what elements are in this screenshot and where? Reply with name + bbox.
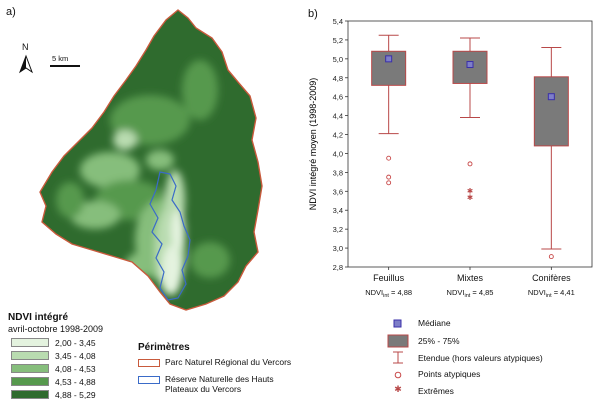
x-category-subtitle: NDVIint = 4,85 <box>447 288 494 299</box>
legend-label: 3,45 - 4,08 <box>55 350 96 361</box>
legend-swatch <box>11 351 49 360</box>
legend-label: 4,53 - 4,88 <box>55 376 96 387</box>
median-marker <box>547 93 555 101</box>
boxplot-legend-symbols: ✱ <box>387 319 409 394</box>
legend-whisker-label: Etendue (hors valeurs atypiques) <box>418 353 543 363</box>
y-tick-label: 4,4 <box>333 112 343 121</box>
outlier-point <box>386 155 392 161</box>
extreme-legend-icon: ✱ <box>394 384 402 394</box>
reserve-swatch <box>138 376 160 384</box>
y-tick-label: 3,4 <box>333 206 343 215</box>
perimetre-label-reserve: Réserve Naturelle des Hauts Plateaux du … <box>165 374 274 394</box>
panel-a-label: a) <box>6 6 16 18</box>
y-tick-label: 3,0 <box>333 244 343 253</box>
median-marker <box>466 61 474 69</box>
ndvi-map <box>18 9 263 311</box>
whisker-legend-icon <box>393 351 403 364</box>
legend-row: 4,88 - 5,29 <box>11 389 96 400</box>
legend-row: 4,08 - 4,53 <box>11 363 96 374</box>
legend-label: 4,08 - 4,53 <box>55 363 96 374</box>
x-category-subtitle: NDVIint = 4,88 <box>365 288 412 299</box>
y-tick-label: 2,8 <box>333 263 343 272</box>
extreme-point: ✱ <box>467 186 474 195</box>
legend-outlier-label: Points atypiques <box>418 369 481 379</box>
extreme-point: ✱ <box>467 193 474 202</box>
legend-swatch <box>11 364 49 373</box>
panel-b-label: b) <box>308 8 318 20</box>
legend-swatch <box>11 377 49 386</box>
iqr-box <box>533 76 569 147</box>
y-tick-label: 4,0 <box>333 149 343 158</box>
parc-swatch <box>138 359 160 367</box>
legend-row: 3,45 - 4,08 <box>11 350 96 361</box>
x-category-subtitle: NDVIint = 4,41 <box>528 288 575 299</box>
y-tick-label: 4,2 <box>333 131 343 140</box>
legend-extreme-label: Extrêmes <box>418 386 454 396</box>
outlier-point <box>386 174 392 180</box>
north-label: N <box>22 42 29 52</box>
map-legend-subtitle: avril-octobre 1998-2009 <box>8 324 104 334</box>
median-marker <box>385 55 393 63</box>
legend-median-label: Médiane <box>418 318 451 328</box>
perimetre-label-parc: Parc Naturel Régional du Vercors <box>165 357 292 367</box>
legend-label: 4,88 - 5,29 <box>55 389 96 400</box>
box-plot-chart: ✱✱ 2,8 3,0 3,2 3,4 3,6 3,8 4,0 4,2 4,4 4,6 4,8 5,0 5… <box>308 17 593 299</box>
legend-swatch <box>11 338 49 347</box>
scale-label: 5 km <box>52 54 69 63</box>
legend-label: 2,00 - 3,45 <box>55 337 96 348</box>
x-category-label: Feuillus <box>373 273 405 283</box>
north-arrow-icon <box>18 54 34 74</box>
y-tick-label: 4,8 <box>333 74 343 83</box>
y-tick-label: 5,4 <box>333 17 343 26</box>
legend-row: 2,00 - 3,45 <box>11 337 96 348</box>
x-category-label: Conifères <box>532 273 571 283</box>
map-raster <box>40 10 262 310</box>
legend-row: 4,53 - 4,88 <box>11 376 96 387</box>
reserve-boundary <box>149 171 191 301</box>
median-legend-icon <box>393 319 402 328</box>
y-tick-label: 5,0 <box>333 55 343 64</box>
legend-swatch <box>11 390 49 399</box>
x-category-label: Mixtes <box>457 273 484 283</box>
outlier-point <box>386 180 392 186</box>
outlier-point <box>548 254 554 260</box>
y-tick-label: 5,2 <box>333 36 343 45</box>
y-tick-label: 3,2 <box>333 225 343 234</box>
perimetres-title: Périmètres <box>138 342 190 353</box>
outlier-legend-icon <box>394 371 402 379</box>
y-axis-label: NDVI intégré moyen (1998-2009) <box>308 78 318 211</box>
y-tick-label: 3,8 <box>333 168 343 177</box>
map-legend-title: NDVI intégré <box>8 312 69 323</box>
parc-boundary <box>39 9 263 311</box>
legend-box-label: 25% - 75% <box>418 336 460 346</box>
outlier-point <box>467 161 473 167</box>
box-legend-icon <box>387 334 409 348</box>
y-tick-label: 3,6 <box>333 187 343 196</box>
y-tick-label: 4,6 <box>333 93 343 102</box>
